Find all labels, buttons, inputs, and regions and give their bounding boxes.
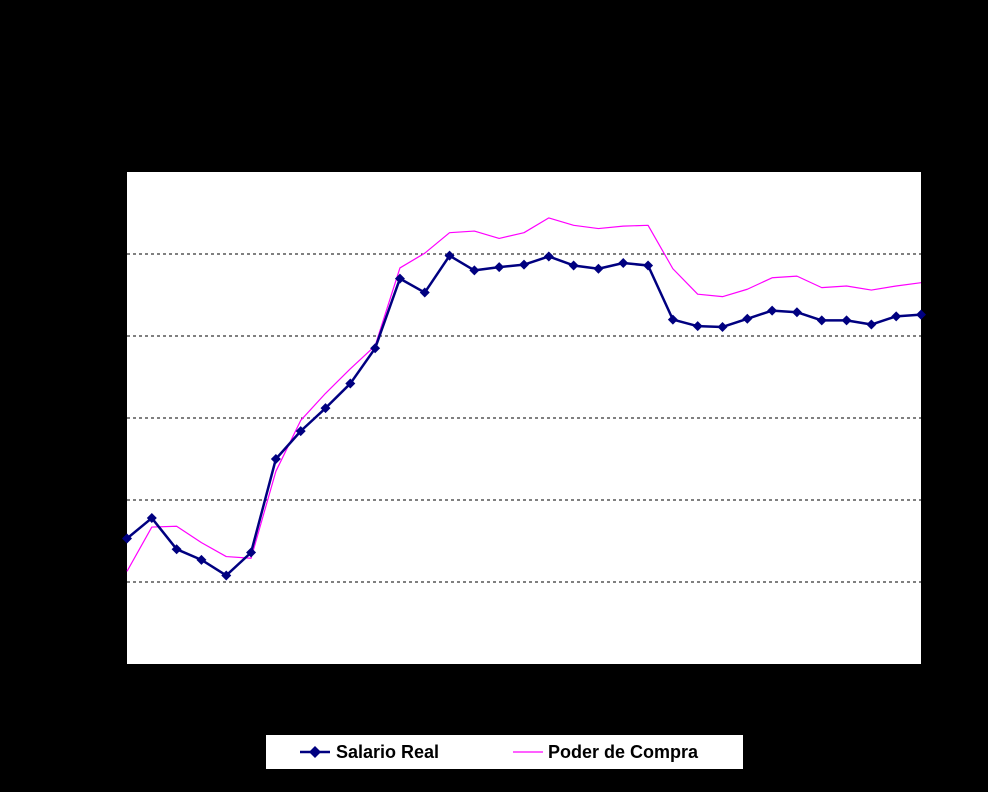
data-point-salario-real <box>146 513 157 524</box>
data-point-salario-real <box>891 311 902 322</box>
legend-box <box>266 735 743 769</box>
legend-label-poder-de-compra: Poder de Compra <box>548 742 699 762</box>
data-point-salario-real <box>568 260 579 271</box>
legend: Salario Real Poder de Compra <box>266 735 743 769</box>
data-point-salario-real <box>295 426 306 437</box>
data-point-salario-real <box>494 262 505 273</box>
grid-lines <box>127 253 921 583</box>
data-point-salario-real <box>370 343 381 354</box>
data-point-salario-real <box>692 321 703 332</box>
data-point-salario-real <box>717 321 728 332</box>
data-point-salario-real <box>270 454 281 464</box>
series-line-poder-de-compra <box>126 217 922 572</box>
legend-diamond-marker <box>309 746 321 758</box>
series-layer <box>122 217 926 581</box>
data-point-salario-real <box>767 305 778 316</box>
data-point-salario-real <box>543 251 554 262</box>
legend-label-salario-real: Salario Real <box>336 742 439 762</box>
data-point-salario-real <box>196 554 207 565</box>
data-point-salario-real <box>866 319 877 330</box>
data-point-salario-real <box>394 273 405 284</box>
data-point-salario-real <box>618 258 629 269</box>
data-point-salario-real <box>122 533 132 544</box>
data-point-salario-real <box>643 260 654 271</box>
data-point-salario-real <box>916 309 926 320</box>
data-point-salario-real <box>519 259 529 270</box>
data-point-salario-real <box>246 547 257 558</box>
data-point-salario-real <box>171 544 182 555</box>
data-point-salario-real <box>469 265 480 276</box>
data-point-salario-real <box>221 570 232 581</box>
data-point-salario-real <box>320 403 331 414</box>
data-point-salario-real <box>841 315 852 326</box>
data-point-salario-real <box>816 315 827 326</box>
data-point-salario-real <box>742 313 753 324</box>
data-point-salario-real <box>667 314 678 325</box>
data-point-salario-real <box>345 378 356 389</box>
data-point-salario-real <box>791 307 802 318</box>
data-point-salario-real <box>444 250 455 261</box>
data-point-salario-real <box>593 263 604 274</box>
data-point-salario-real <box>419 287 430 298</box>
